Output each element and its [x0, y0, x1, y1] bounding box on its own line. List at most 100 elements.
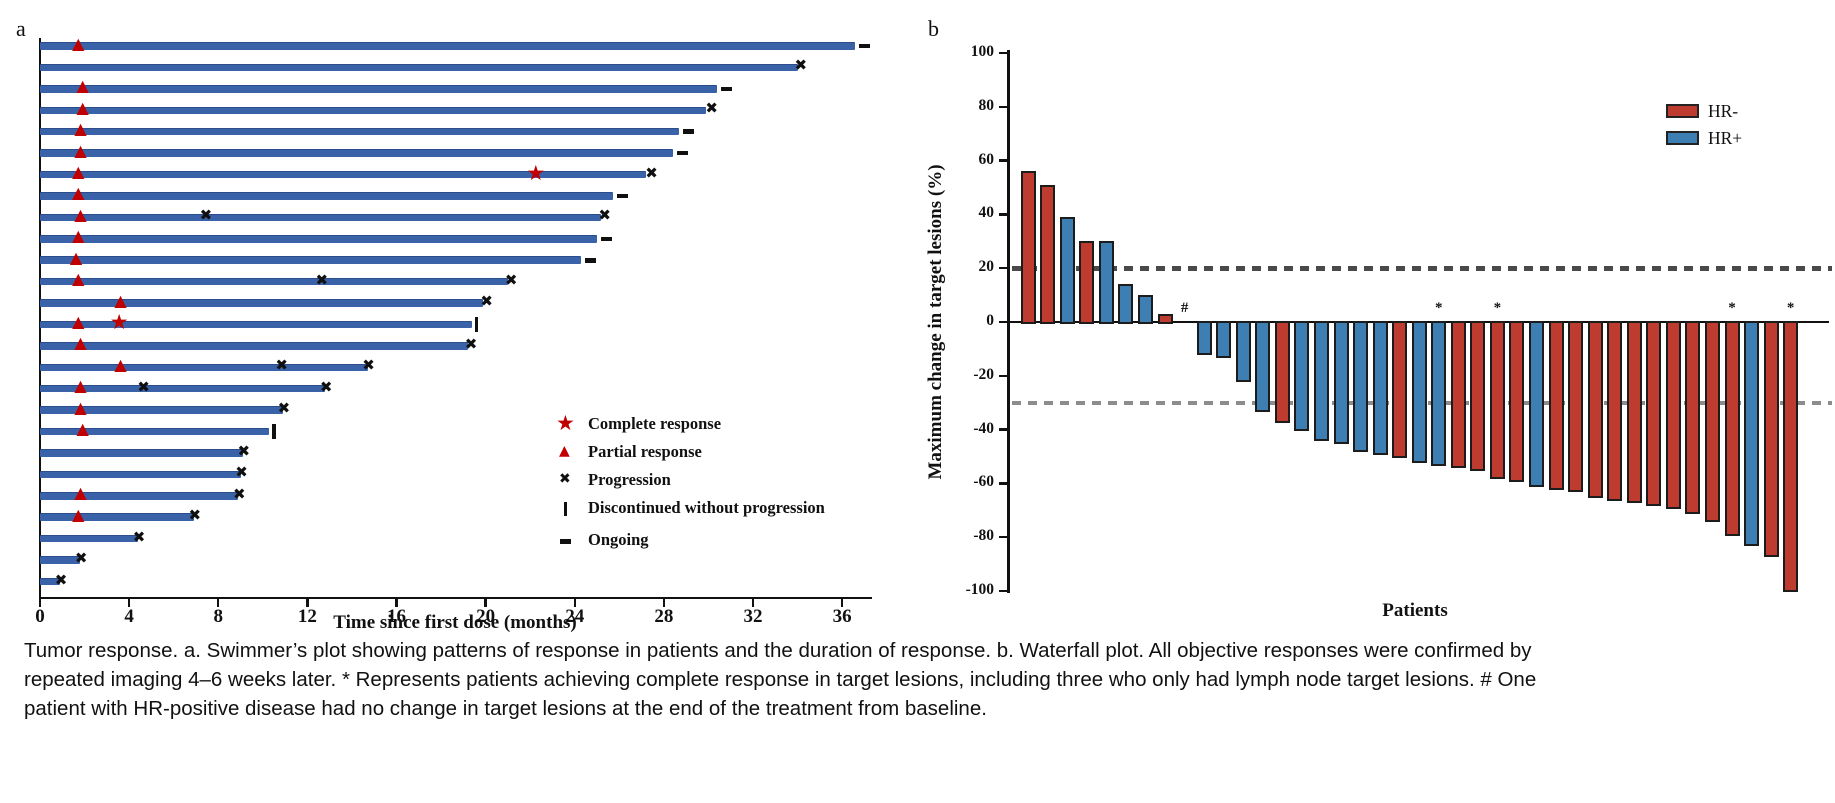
swimmer-x-tick — [217, 599, 220, 608]
waterfall-y-tick-label: 100 — [970, 43, 994, 60]
waterfall-bar — [1392, 321, 1408, 458]
swimmer-x-axis-title: Time since first dose (months) — [333, 612, 577, 633]
progression-icon: ✖ — [132, 527, 146, 546]
legend-item-label: Partial response — [588, 442, 702, 461]
waterfall-bar — [1313, 321, 1329, 442]
partial-response-icon: ▲ — [76, 97, 89, 117]
swimmer-x-tick — [840, 599, 844, 608]
progression-icon: ✖ — [598, 206, 611, 225]
waterfall-y-tick-label: -60 — [973, 473, 994, 491]
partial-response-icon: ▲ — [72, 311, 85, 331]
partial-response-icon: ▲ — [74, 333, 87, 353]
swimmer-x-tick — [395, 599, 398, 608]
swimmer-x-tick-label: 36 — [832, 606, 852, 627]
waterfall-bar-marker: * — [1435, 300, 1443, 316]
swimmer-x-tick-label: 4 — [124, 606, 134, 627]
complete-response-icon: ★ — [526, 160, 546, 185]
progression-icon: ✖ — [233, 484, 246, 503]
progression-icon: ✖ — [480, 292, 493, 311]
waterfall-y-axis-title: Maximum change in target lesions (%) — [925, 164, 946, 480]
waterfall-y-tick-label: 60 — [978, 150, 995, 168]
ongoing-icon — [585, 258, 597, 263]
waterfall-y-tick-label: -80 — [973, 527, 994, 545]
waterfall-bar — [1568, 321, 1584, 493]
swimmer-bar — [40, 256, 582, 264]
waterfall-bar — [1704, 321, 1720, 523]
swimmer-bar — [40, 449, 243, 457]
swimmer-bar — [40, 384, 326, 393]
waterfall-y-tick — [999, 428, 1008, 431]
waterfall-bar — [1744, 321, 1760, 547]
waterfall-bar-marker: * — [1493, 300, 1502, 316]
waterfall-bar — [1665, 321, 1681, 509]
swimmer-bar — [40, 342, 468, 350]
progression-icon: ✖ — [74, 549, 88, 568]
swimmer-y-axis — [38, 38, 42, 599]
waterfall-bar — [1607, 321, 1623, 501]
swimmer-bar — [40, 127, 680, 136]
progression-icon: ✖ — [794, 56, 808, 75]
waterfall-bar — [1353, 321, 1369, 453]
swimmer-x-tick — [306, 599, 309, 608]
partial-response-icon: ▲ — [72, 226, 85, 246]
partial-response-icon: ▲ — [72, 33, 85, 53]
swimmer-bar — [40, 63, 798, 72]
waterfall-bar-marker: * — [1728, 300, 1736, 316]
progression-icon: ✖ — [464, 334, 478, 353]
waterfall-bar — [1333, 321, 1349, 445]
waterfall-y-tick-label: -20 — [973, 365, 994, 383]
waterfall-legend-swatch — [1666, 104, 1699, 118]
waterfall-bar — [1783, 321, 1799, 592]
waterfall-bar — [1529, 321, 1544, 488]
waterfall-y-tick-label: 80 — [978, 96, 995, 114]
progression-icon: ✖ — [504, 270, 518, 289]
waterfall-bar — [1685, 321, 1701, 514]
progression-icon: ✖ — [277, 399, 291, 418]
waterfall-y-tick — [999, 159, 1008, 162]
waterfall-bar — [1548, 321, 1564, 490]
waterfall-bar — [1196, 321, 1212, 356]
swimmer-bar — [40, 513, 194, 521]
progression-icon: ✖ — [54, 570, 68, 589]
legend-discontinued-icon — [564, 502, 568, 516]
waterfall-bar — [1040, 184, 1056, 324]
waterfall-bar — [1059, 217, 1075, 324]
waterfall-bar — [1235, 321, 1251, 383]
waterfall-bar — [1255, 321, 1271, 412]
partial-response-icon: ▲ — [72, 162, 85, 182]
swimmer-bar — [40, 170, 647, 179]
swimmer-bar — [40, 427, 270, 436]
waterfall-bar — [1216, 321, 1232, 358]
swimmer-x-tick — [38, 599, 42, 608]
swimmer-x-tick-label: 16 — [386, 606, 406, 627]
partial-response-icon: ▲ — [76, 419, 89, 439]
progression-icon: ✖ — [362, 356, 375, 375]
waterfall-bar — [1157, 313, 1173, 324]
legend-item-label: Complete response — [588, 414, 722, 433]
waterfall-y-tick-label: 20 — [978, 258, 995, 276]
ongoing-icon — [601, 236, 612, 242]
waterfall-bar — [1763, 321, 1779, 558]
partial-response-icon: ▲ — [74, 483, 87, 503]
swimmer-x-tick — [751, 599, 755, 608]
legend-ongoing-icon — [560, 539, 571, 544]
waterfall-bar-marker: * — [1786, 300, 1795, 316]
swimmer-bar — [40, 213, 602, 222]
waterfall-y-axis — [1007, 50, 1010, 593]
waterfall-y-tick — [999, 535, 1008, 539]
swimmer-bar — [40, 42, 856, 50]
waterfall-y-tick-label: -100 — [965, 581, 994, 598]
discontinued-icon — [272, 424, 276, 440]
swimmer-x-tick-label: 28 — [654, 606, 674, 627]
swimmer-x-tick — [127, 599, 131, 608]
waterfall-bar — [1138, 295, 1153, 324]
waterfall-y-tick — [999, 266, 1008, 270]
waterfall-bar — [1372, 321, 1388, 455]
waterfall-bar-marker: # — [1180, 300, 1189, 316]
waterfall-legend-label: HR- — [1708, 101, 1739, 121]
waterfall-bar — [1626, 321, 1642, 504]
waterfall-x-axis-title: Patients — [1382, 600, 1448, 621]
ongoing-icon — [721, 86, 733, 92]
waterfall-bar — [1294, 321, 1310, 431]
waterfall-y-tick — [999, 320, 1008, 324]
